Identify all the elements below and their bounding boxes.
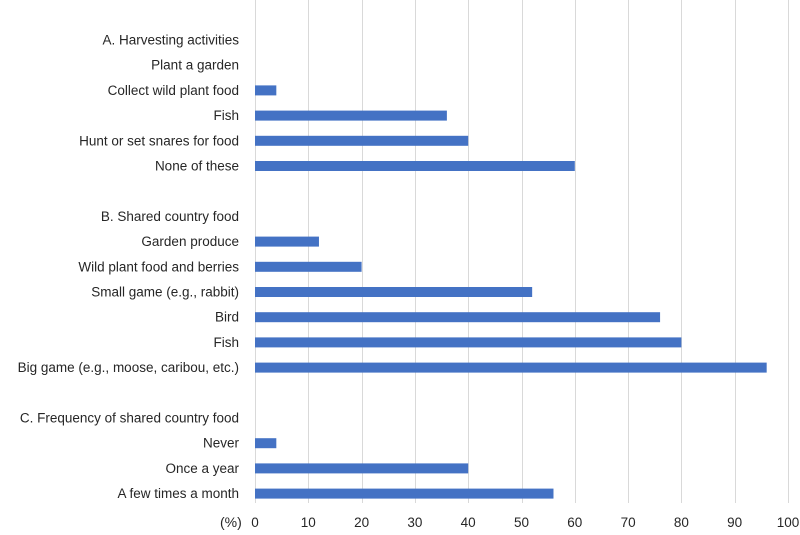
bar xyxy=(255,312,661,323)
x-tick-label: 0 xyxy=(251,515,259,530)
section-header-label: B. Shared country food xyxy=(101,209,239,224)
section-header-label: C. Frequency of shared country food xyxy=(20,411,239,426)
category-label: Never xyxy=(203,436,240,451)
bar xyxy=(255,110,447,121)
category-label: None of these xyxy=(155,159,239,174)
x-tick-label: 10 xyxy=(301,515,316,530)
category-label: Fish xyxy=(213,108,239,123)
category-label: Once a year xyxy=(165,461,239,476)
category-label: A few times a month xyxy=(117,486,239,501)
bars xyxy=(255,85,767,499)
category-label: Big game (e.g., moose, caribou, etc.) xyxy=(18,360,239,375)
bar xyxy=(255,261,362,272)
category-label: Bird xyxy=(215,310,239,325)
bar xyxy=(255,85,277,96)
x-tick-label: 20 xyxy=(354,515,369,530)
x-axis-ticks: 0 10 20 30 40 50 60 70 80 90 100 xyxy=(251,515,799,530)
x-tick-label: 60 xyxy=(567,515,582,530)
bar xyxy=(255,488,554,499)
category-label: Plant a garden xyxy=(151,58,239,73)
category-labels: A. Harvesting activities Plant a garden Co… xyxy=(18,33,240,502)
category-label: Small game (e.g., rabbit) xyxy=(91,285,239,300)
bar xyxy=(255,463,469,474)
category-label: Hunt or set snares for food xyxy=(79,133,239,148)
x-tick-label: 50 xyxy=(514,515,529,530)
category-label: Collect wild plant food xyxy=(108,83,239,98)
category-label: Wild plant food and berries xyxy=(78,259,239,274)
x-tick-label: 90 xyxy=(727,515,742,530)
x-tick-label: 40 xyxy=(461,515,476,530)
x-axis-unit-label: (%) xyxy=(220,514,242,530)
bar xyxy=(255,438,277,449)
x-tick-label: 70 xyxy=(621,515,636,530)
category-label: Garden produce xyxy=(141,234,239,249)
bar xyxy=(255,362,767,373)
category-label: Fish xyxy=(213,335,239,350)
x-tick-label: 30 xyxy=(407,515,422,530)
bar xyxy=(255,287,533,297)
x-tick-label: 100 xyxy=(777,515,800,530)
bar xyxy=(255,236,319,247)
x-tick-label: 80 xyxy=(674,515,689,530)
bar xyxy=(255,337,682,348)
section-header-label: A. Harvesting activities xyxy=(102,33,239,48)
bar xyxy=(255,161,575,171)
bar xyxy=(255,135,469,146)
gridlines xyxy=(255,0,789,503)
